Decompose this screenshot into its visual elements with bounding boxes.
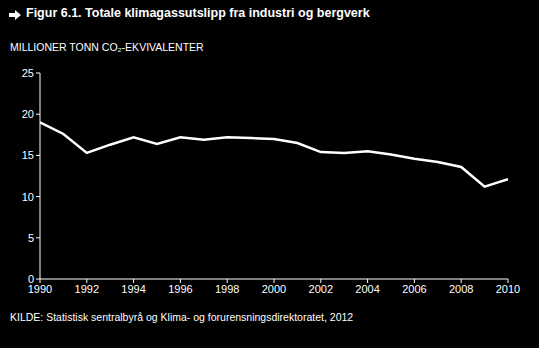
- svg-text:1998: 1998: [215, 283, 239, 295]
- svg-text:20: 20: [22, 108, 34, 120]
- svg-text:25: 25: [22, 67, 34, 79]
- svg-text:5: 5: [28, 232, 34, 244]
- svg-text:2006: 2006: [402, 283, 426, 295]
- svg-text:10: 10: [22, 191, 34, 203]
- svg-text:1994: 1994: [121, 283, 145, 295]
- html-text:KILDE: Statistisk sentralbyrå: KILDE: Statistisk sentralbyrå og Klima- …: [10, 311, 354, 323]
- html-text:MILLIONER TONN CO₂-EKVIVALENTE: MILLIONER TONN CO₂-EKVIVALENTER: [10, 41, 204, 53]
- svg-text:1992: 1992: [75, 283, 99, 295]
- svg-text:2010: 2010: [496, 283, 520, 295]
- svg-text:2002: 2002: [309, 283, 333, 295]
- svg-text:2008: 2008: [449, 283, 473, 295]
- svg-text:1990: 1990: [27, 282, 53, 295]
- svg-text:2000: 2000: [262, 283, 286, 295]
- svg-text:2004: 2004: [355, 283, 379, 295]
- svg-text:0: 0: [28, 273, 34, 285]
- svg-text:1996: 1996: [168, 283, 192, 295]
- html-text:Figur 6.1. Totale klimagassuts: Figur 6.1. Totale klimagassutslipp fra i…: [26, 6, 370, 20]
- svg-text:15: 15: [22, 149, 34, 161]
